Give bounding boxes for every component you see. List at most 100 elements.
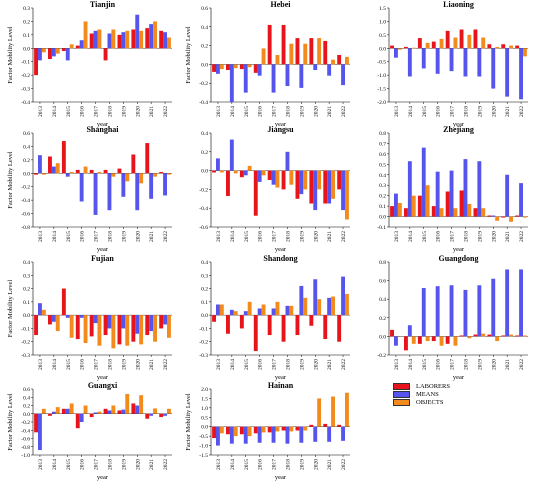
bar-means-2018	[463, 159, 468, 217]
x-tick-label: 2014	[230, 106, 236, 117]
bar-laborers-2014	[226, 64, 230, 71]
legend-label-objects: OBJECTS	[416, 398, 444, 406]
x-tick-label: 2017	[94, 231, 100, 242]
y-tick-label: -0.6	[199, 225, 208, 231]
bar-laborers-2021	[145, 28, 150, 49]
bar-objects-2014	[55, 163, 60, 174]
legend-swatch-laborers	[393, 382, 410, 390]
panel-liaoning: -2.0 -1.5 -1.0 -0.5 0.0 0.5 1.0 1.5 2013 2014 2015…	[377, 0, 528, 128]
bar-laborers-2019	[295, 426, 300, 431]
x-tick-label: 2015	[244, 231, 250, 242]
y-tick-label: 0.2	[23, 19, 30, 25]
bar-laborers-2016	[253, 170, 258, 216]
x-tick-label: 2021	[149, 106, 155, 117]
x-tick-label: 2021	[505, 359, 511, 370]
bar-laborers-2021	[323, 315, 328, 340]
x-tick-label: 2019	[477, 231, 483, 242]
bar-objects-2019	[303, 297, 308, 316]
y-tick-label: 0.1	[201, 300, 208, 306]
y-tick-label: -0.1	[199, 326, 208, 332]
bar-means-2014	[51, 166, 56, 174]
x-tick-label: 2014	[52, 359, 58, 370]
x-tick-label: 2016	[80, 106, 86, 117]
bar-laborers-2021	[145, 315, 150, 336]
panel-title: Guangxi	[88, 381, 118, 390]
bar-objects-2015	[247, 165, 252, 171]
x-tick-label: 2019	[299, 359, 305, 370]
bar-laborers-2013	[34, 315, 38, 336]
bar-means-2014	[229, 309, 234, 316]
bar-objects-2020	[317, 38, 322, 65]
bar-laborers-2018	[459, 190, 464, 217]
y-tick-label: -0.8	[21, 445, 30, 451]
y-tick-label: 0.0	[23, 412, 30, 418]
panel-title: Fujian	[91, 254, 114, 263]
x-tick-label: 2017	[450, 106, 456, 117]
bar-means-2020	[135, 405, 140, 414]
bar-means-2016	[435, 286, 440, 337]
bar-means-2016	[79, 413, 84, 422]
x-tick-label: 2016	[258, 231, 264, 242]
bar-means-2013	[394, 48, 398, 58]
y-tick-label: 0.5	[379, 33, 386, 39]
y-tick-label: 0.2	[23, 158, 30, 164]
x-tick-label: 2020	[313, 359, 319, 370]
bar-laborers-2021	[145, 143, 150, 174]
bar-laborers-2013	[212, 315, 216, 322]
bar-laborers-2013	[212, 426, 216, 439]
bar-laborers-2014	[226, 170, 230, 196]
x-tick-label: 2020	[135, 359, 141, 370]
bar-objects-2021	[153, 173, 157, 177]
bar-means-2016	[257, 64, 262, 76]
bar-means-2018	[285, 64, 290, 87]
bar-means-2013	[216, 64, 220, 74]
x-tick-label: 2019	[121, 106, 127, 117]
x-tick-label: 2020	[135, 231, 141, 242]
bar-objects-2019	[125, 30, 130, 49]
bar-objects-2015	[247, 64, 252, 68]
x-tick-label: 2014	[52, 459, 58, 470]
bar-laborers-2015	[239, 170, 244, 178]
y-tick-label: -1.0	[377, 73, 386, 79]
bar-objects-2022	[167, 173, 171, 175]
bar-means-2017	[271, 170, 276, 185]
bar-laborers-2015	[61, 408, 66, 414]
x-tick-label: 2019	[477, 359, 483, 370]
x-tick-label: 2017	[94, 459, 100, 470]
bar-laborers-2015	[417, 195, 422, 217]
bar-objects-2014	[411, 336, 416, 344]
bar-laborers-2016	[253, 64, 258, 73]
x-axis-label: year	[453, 246, 465, 253]
x-tick-label: 2021	[149, 231, 155, 242]
bar-means-2020	[313, 64, 318, 71]
x-tick-label: 2020	[491, 359, 497, 370]
x-tick-label: 2021	[327, 359, 333, 370]
bar-means-2017	[93, 173, 98, 215]
x-tick-label: 2018	[107, 359, 113, 370]
bar-laborers-2019	[117, 315, 122, 345]
panel-fujian: -0.3 -0.2 -0.1 0.0 0.1 0.2 0.3 0.4 2013 2014 2015 2…	[7, 254, 172, 381]
bar-objects-2021	[509, 216, 513, 222]
y-tick-label: -0.1	[377, 225, 386, 231]
bar-objects-2019	[125, 173, 130, 182]
y-tick-label: -0.2	[377, 353, 386, 359]
bar-means-2014	[51, 48, 56, 57]
bar-means-2015	[65, 48, 70, 61]
x-tick-label: 2021	[327, 459, 333, 470]
bar-means-2020	[313, 170, 318, 211]
bar-laborers-2020	[309, 38, 314, 65]
y-tick-label: 0.6	[23, 131, 30, 137]
y-tick-label: 0.8	[379, 131, 386, 137]
bar-means-2018	[107, 315, 112, 329]
bar-means-2017	[93, 315, 98, 324]
x-tick-label: 2015	[66, 106, 72, 117]
bar-objects-2022	[523, 216, 527, 218]
bar-laborers-2021	[323, 423, 328, 427]
bar-means-2015	[421, 147, 426, 217]
bar-objects-2020	[317, 398, 322, 427]
x-axis-label: year	[97, 246, 109, 253]
bar-laborers-2022	[515, 335, 520, 337]
bar-objects-2013	[219, 64, 224, 70]
y-tick-label: 0.7	[379, 141, 386, 147]
y-tick-label: -2.0	[377, 100, 386, 106]
